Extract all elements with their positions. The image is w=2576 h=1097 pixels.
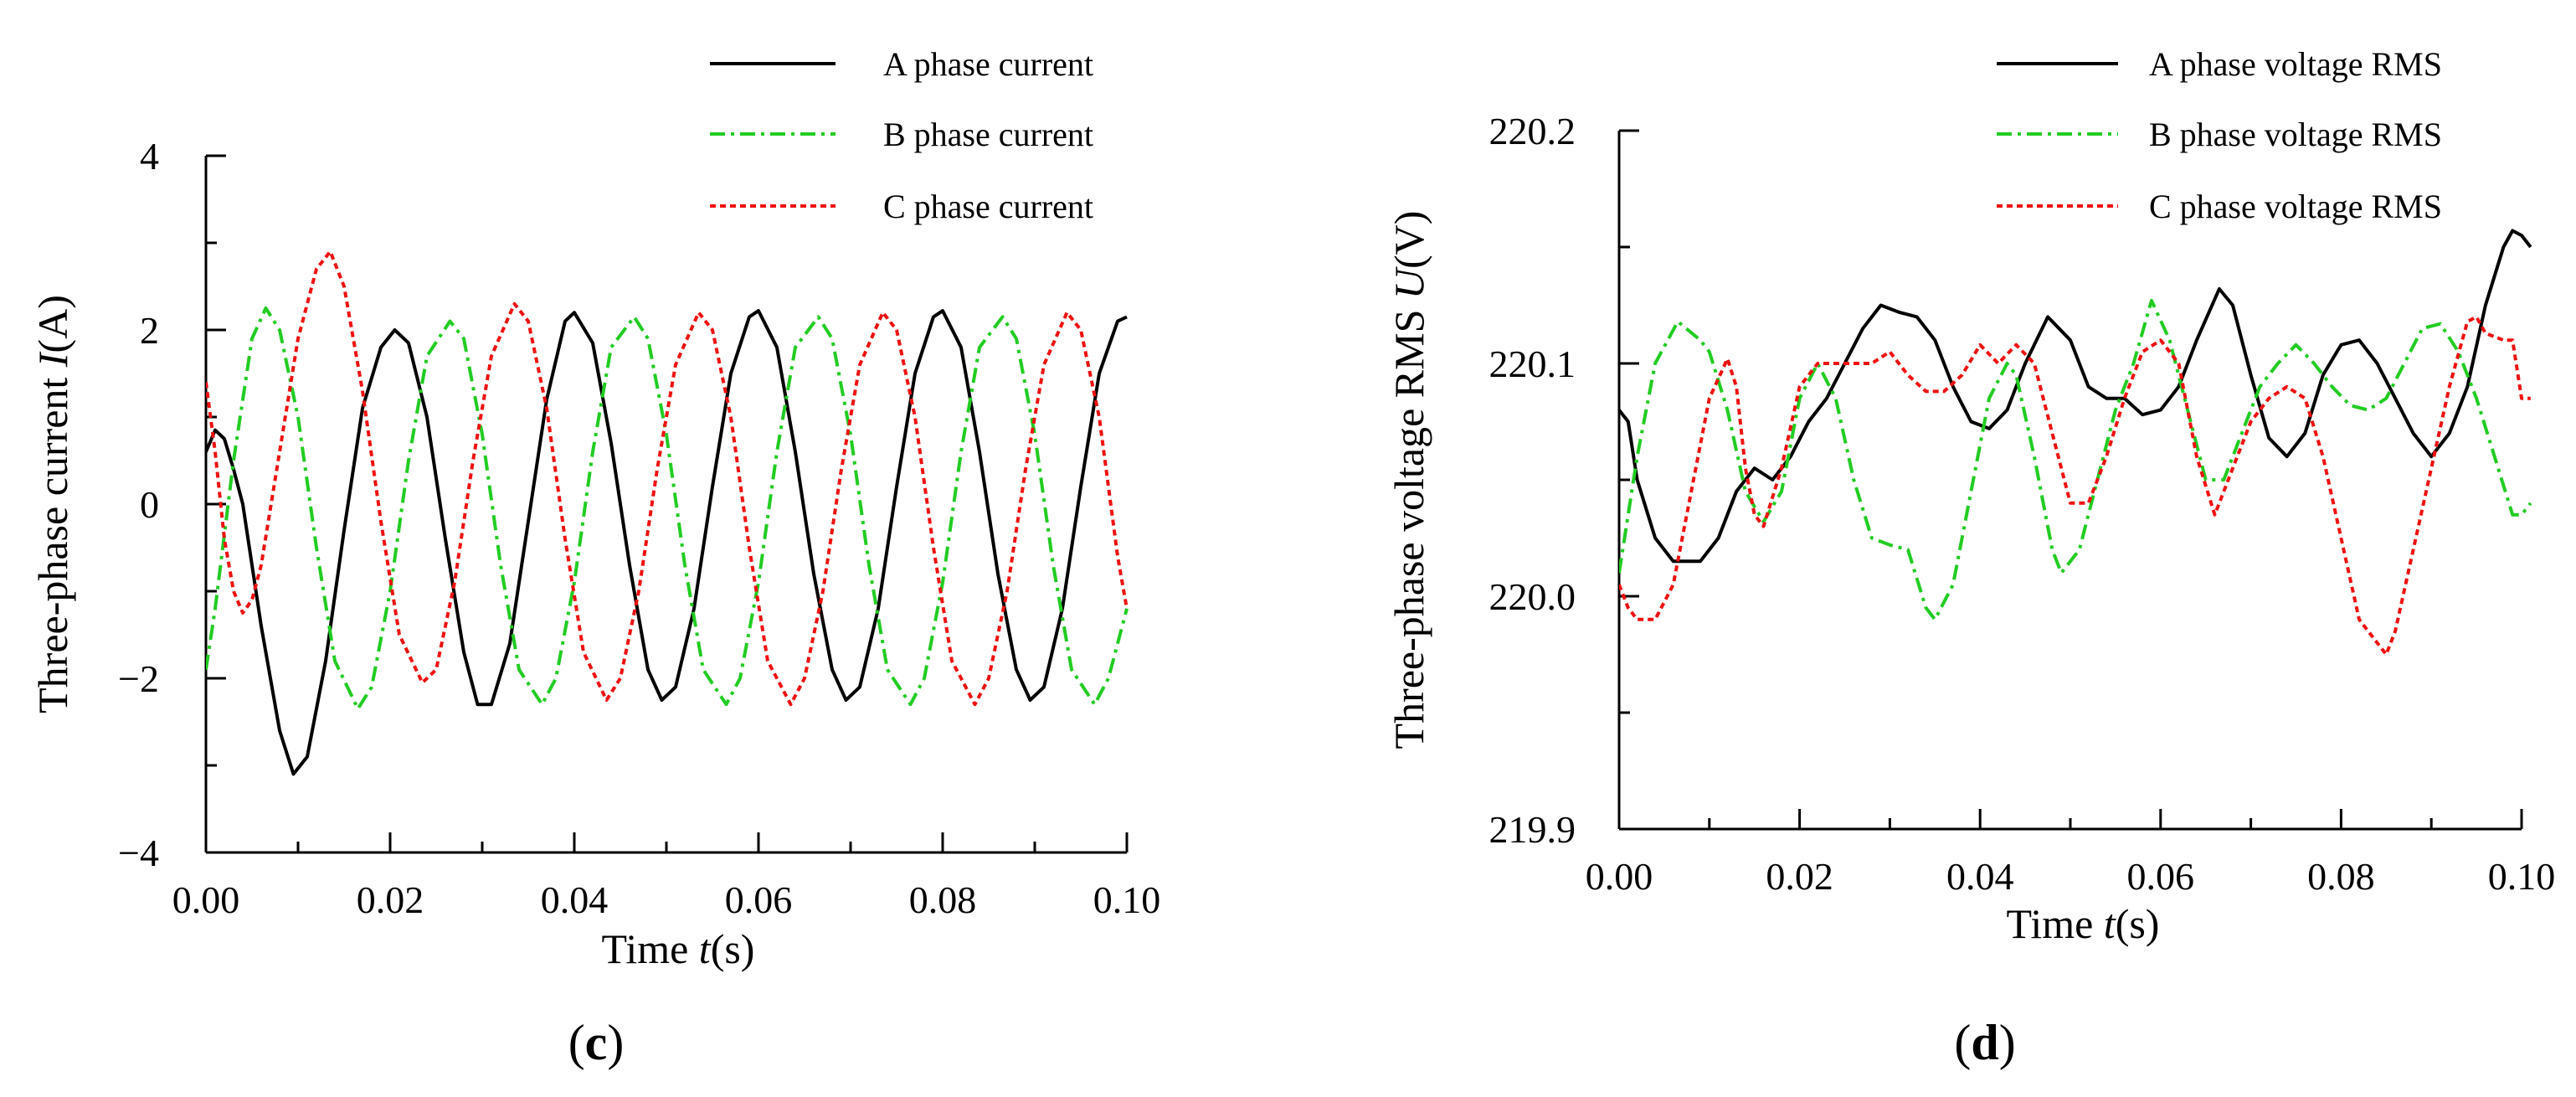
x-tick-label: 0.06 [725, 878, 793, 921]
y-tick-label: 220.0 [1489, 575, 1576, 618]
chart-c: 0.00 0.02 0.04 0.06 0.08 0.10 −4 −2 0 2 4 A phase c… [29, 45, 1160, 1070]
y-tick-label: −4 [118, 832, 159, 874]
x-axis-title: Time t(s) [2007, 900, 2160, 947]
y-tick-label: −2 [118, 657, 159, 700]
x-tick-label: 0.04 [541, 878, 609, 921]
x-tick-label: 0.02 [357, 878, 424, 921]
y-tick-label: 220.2 [1489, 110, 1576, 152]
y-axis-title: Three-phase current I(A) [29, 295, 76, 713]
legend-label-1: A phase current [883, 45, 1093, 83]
legend-label-2: B phase current [883, 116, 1093, 153]
y-tick-label: 219.9 [1489, 808, 1576, 851]
series-line-b-phase-voltage-rms [1619, 298, 2532, 621]
series-line-a-phase-voltage-rms [1619, 229, 2532, 564]
y-tick-label: 2 [140, 309, 159, 352]
legend-label-1: A phase voltage RMS [2149, 45, 2442, 83]
legend-label-3: C phase voltage RMS [2149, 188, 2442, 225]
y-axis-title: Three-phase voltage RMS U(V) [1386, 211, 1432, 749]
x-tick-label: 0.00 [1586, 855, 1653, 898]
x-tick-label: 0.10 [2488, 855, 2556, 898]
panel-label: (d) [1954, 1015, 2015, 1070]
legend-label-2: B phase voltage RMS [2149, 116, 2442, 153]
series-line-c-phase-voltage-rms [1619, 315, 2531, 657]
x-axis-title: Time t(s) [602, 925, 755, 972]
legend-label-3: C phase current [883, 188, 1093, 225]
panel-label: (c) [568, 1015, 625, 1070]
y-tick-label: 0 [140, 483, 159, 526]
x-tick-label: 0.06 [2127, 855, 2195, 898]
series-line-a-phase-current [206, 309, 1128, 776]
y-tick-label: 220.1 [1489, 342, 1576, 385]
x-tick-label: 0.08 [2307, 855, 2375, 898]
x-tick-label: 0.02 [1766, 855, 1833, 898]
x-tick-label: 0.00 [172, 878, 240, 921]
chart-d: 0.00 0.02 0.04 0.06 0.08 0.10 219.9 220.0 220.1 2… [1386, 45, 2555, 1070]
y-tick-label: 4 [140, 135, 159, 178]
x-tick-label: 0.08 [909, 878, 977, 921]
series-line-c-phase-current [206, 250, 1129, 707]
series-line-b-phase-current [206, 306, 1129, 711]
x-tick-label: 0.10 [1093, 878, 1161, 921]
x-tick-label: 0.04 [1946, 855, 2014, 898]
